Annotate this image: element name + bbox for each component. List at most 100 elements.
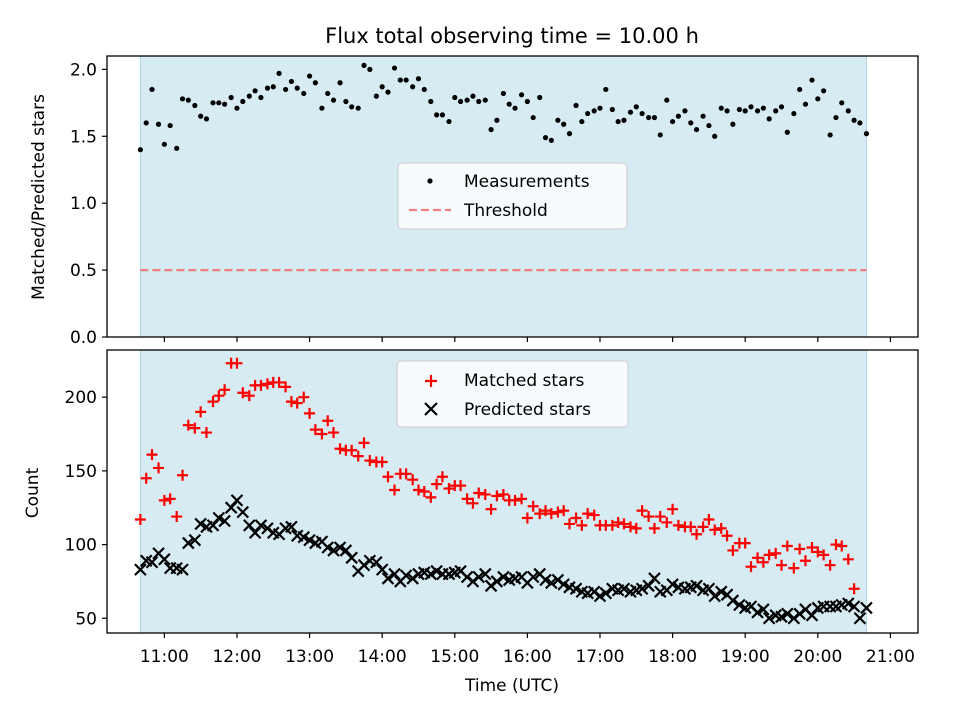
matched-star-point bbox=[667, 503, 679, 515]
matched-star-point bbox=[582, 508, 594, 520]
matched-star-point bbox=[752, 552, 764, 564]
predicted-star-point bbox=[853, 611, 867, 625]
counts-legend-box bbox=[396, 360, 629, 428]
measurement-point bbox=[428, 98, 434, 105]
measurement-point bbox=[179, 96, 186, 102]
matched-star-point bbox=[624, 521, 636, 533]
measurement-point bbox=[712, 133, 718, 139]
predicted-star-point bbox=[860, 601, 873, 615]
matched-star-point bbox=[745, 561, 757, 573]
y-tick-label: 0.0 bbox=[70, 328, 97, 348]
x-tick-label: 15:00 bbox=[430, 647, 479, 667]
matched-star-point bbox=[334, 443, 346, 455]
measurement-point bbox=[664, 97, 670, 103]
matched-star-point bbox=[606, 519, 618, 531]
predicted-star-point bbox=[478, 567, 492, 581]
measurement-point bbox=[216, 100, 222, 106]
matched-star-point bbox=[788, 562, 800, 574]
matched-star-point bbox=[648, 522, 660, 534]
matched-star-point bbox=[431, 478, 443, 490]
matched-star-point bbox=[231, 357, 243, 369]
matched-star-point bbox=[643, 511, 655, 523]
measurement-point bbox=[561, 121, 567, 127]
matched-star-point bbox=[455, 480, 467, 492]
matched-star-point bbox=[685, 521, 697, 533]
matched-star-point bbox=[140, 472, 152, 484]
predicted-star-point bbox=[248, 526, 262, 540]
measurement-point bbox=[198, 113, 204, 119]
predicted-star-point bbox=[642, 579, 655, 593]
y-tick-label: 200 bbox=[65, 388, 97, 408]
measurement-point bbox=[530, 114, 536, 121]
measurement-point bbox=[585, 110, 591, 117]
matched-star-point bbox=[237, 387, 249, 399]
matched-star-point bbox=[407, 474, 419, 486]
measurement-point bbox=[361, 62, 367, 68]
measurement-point bbox=[446, 118, 452, 125]
matched-star-point bbox=[497, 488, 509, 500]
matched-star-point bbox=[739, 537, 751, 549]
matched-star-point bbox=[818, 549, 830, 561]
measurement-point bbox=[857, 120, 863, 126]
measurement-point bbox=[778, 104, 785, 110]
measurement-point bbox=[167, 122, 173, 129]
measurement-point bbox=[203, 116, 210, 122]
x-tick-label: 18:00 bbox=[648, 647, 697, 667]
matched-star-point bbox=[757, 556, 769, 568]
matched-star-point bbox=[691, 528, 703, 540]
matched-star-point bbox=[672, 519, 684, 531]
measurement-point bbox=[518, 92, 525, 98]
measurement-point bbox=[555, 117, 561, 123]
predicted-star-point bbox=[762, 611, 776, 625]
matched-star-point bbox=[842, 553, 854, 565]
measurement-point bbox=[573, 102, 579, 109]
y-tick-label: 1.5 bbox=[70, 127, 97, 147]
matched-star-point bbox=[776, 559, 788, 571]
predicted-star-point bbox=[381, 572, 395, 585]
matched-star-point bbox=[570, 512, 582, 524]
measurement-point bbox=[283, 86, 289, 93]
matched-star-point bbox=[563, 518, 575, 530]
matched-star-point bbox=[534, 508, 546, 520]
measurement-point bbox=[349, 104, 355, 110]
measurement-point bbox=[439, 112, 446, 118]
matched-star-point bbox=[521, 512, 533, 524]
legend-label-measurements: Measurements bbox=[464, 172, 590, 192]
matched-star-point bbox=[509, 494, 521, 506]
measurement-point bbox=[385, 89, 391, 95]
measurement-point bbox=[410, 84, 416, 90]
matched-star-point bbox=[291, 397, 303, 409]
matched-star-point bbox=[479, 488, 491, 500]
matched-star-point bbox=[516, 493, 528, 505]
predicted-star-point bbox=[236, 505, 250, 519]
measurement-point bbox=[155, 121, 162, 127]
measurement-point bbox=[627, 109, 634, 115]
predicted-star-point bbox=[375, 563, 389, 576]
measurement-point bbox=[827, 132, 833, 138]
matched-star-point bbox=[794, 543, 806, 555]
matched-star-point bbox=[781, 540, 793, 552]
matched-star-point bbox=[703, 514, 715, 526]
matched-star-point bbox=[207, 396, 219, 408]
predicted-star-point bbox=[158, 553, 171, 566]
measurement-point bbox=[675, 113, 682, 119]
x-tick-label: 13:00 bbox=[285, 647, 334, 667]
matched-star-point bbox=[200, 427, 212, 439]
matched-star-point bbox=[153, 462, 165, 474]
predicted-star-point bbox=[339, 544, 353, 557]
matched-star-point bbox=[830, 539, 842, 551]
matched-star-point bbox=[400, 468, 412, 480]
measurement-point bbox=[621, 117, 627, 123]
measurement-point bbox=[730, 121, 736, 127]
measurement-point bbox=[646, 114, 652, 121]
measurement-point bbox=[246, 93, 252, 99]
predicted-star-point bbox=[690, 579, 703, 593]
matched-star-point bbox=[304, 407, 316, 419]
predicted-star-point bbox=[243, 519, 256, 532]
measurement-point bbox=[845, 108, 851, 114]
measurement-point bbox=[373, 93, 379, 99]
measurement-point bbox=[797, 86, 803, 93]
predicted-star-point bbox=[388, 567, 401, 581]
matched-star-point bbox=[540, 505, 552, 517]
